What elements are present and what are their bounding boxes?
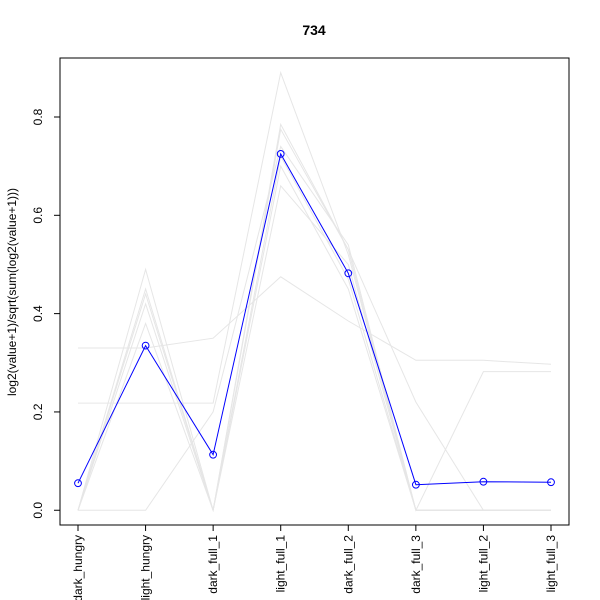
x-tick-label: dark_full_1 [206, 535, 220, 594]
highlight-series-point [344, 269, 353, 278]
background-series-line [77, 164, 551, 513]
y-axis-label: log2(value+1)/sqrt(sum(log2(value+1))) [5, 188, 19, 396]
background-series-line [78, 276, 552, 365]
highlight-series-point [547, 478, 555, 487]
highlight-series-point [141, 341, 150, 350]
highlight-series-point [276, 150, 285, 158]
background-series-group [77, 70, 552, 513]
y-axis: 0.0 0.2 0.4 0.6 0.8 [31, 108, 61, 519]
background-series-line [77, 184, 551, 513]
highlight-series-point [74, 479, 82, 488]
highlight-series-point [412, 480, 420, 489]
x-tick-label: dark_full_2 [341, 535, 355, 594]
x-tick-label: light_full_1 [274, 535, 288, 593]
x-axis: dark_hungry light_hungry dark_full_1 light_… [71, 524, 558, 600]
background-series-line [78, 145, 551, 511]
x-tick-label: dark_full_3 [409, 535, 423, 594]
highlight-series-group [74, 150, 555, 489]
background-series-line [77, 122, 551, 511]
x-tick-label: dark_hungry [71, 535, 85, 600]
x-tick-label: light_full_3 [544, 535, 558, 593]
y-tick-label: 0.2 [31, 403, 45, 420]
x-tick-label: light_full_2 [476, 535, 490, 593]
highlight-series-point [479, 477, 488, 486]
plot-frame [59, 57, 570, 526]
background-series-line [78, 70, 551, 512]
highlight-series-point [209, 450, 218, 459]
chart-title: 734 [302, 22, 326, 38]
y-tick-label: 0.6 [31, 207, 45, 224]
x-tick-label: light_hungry [139, 535, 153, 600]
y-tick-label: 0.8 [31, 108, 45, 125]
y-tick-label: 0.4 [31, 305, 45, 322]
y-tick-label: 0.0 [31, 502, 45, 519]
highlight-series-line [77, 152, 552, 486]
